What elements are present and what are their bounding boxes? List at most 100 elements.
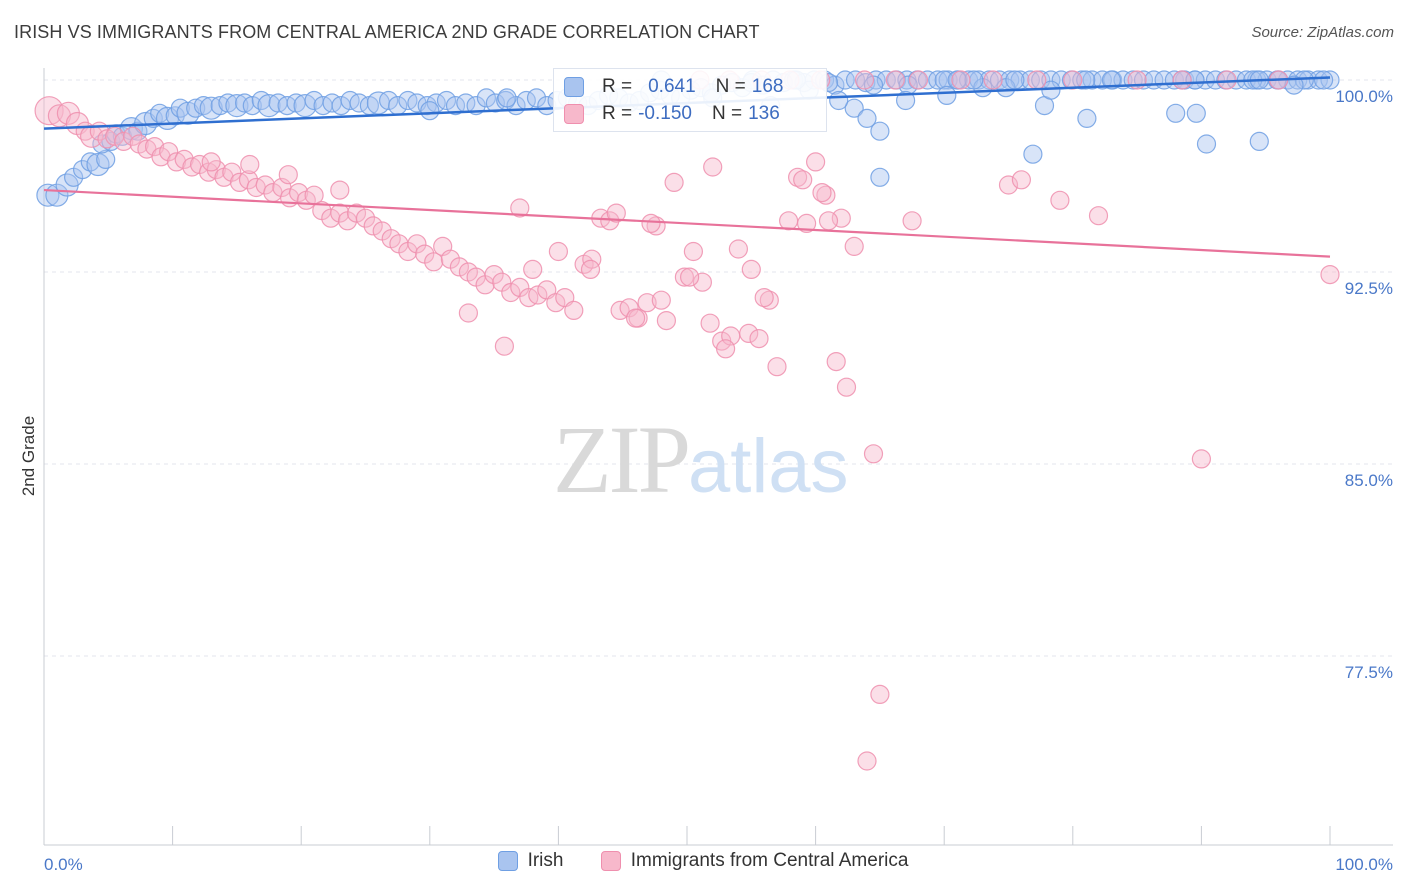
central-america-point-59 (528, 285, 548, 305)
irish-point-152 (857, 108, 877, 129)
central-america-point-131 (857, 751, 877, 771)
stats-swatch-irish (564, 77, 584, 97)
stats-swatch-central-america (564, 104, 584, 124)
central-america-point-111 (908, 70, 929, 90)
central-america-point-123 (679, 267, 700, 287)
central-america-point-36 (330, 203, 350, 223)
central-america-point-136 (548, 241, 569, 262)
irish-point-34 (293, 93, 317, 118)
central-america-point-45 (407, 234, 427, 254)
irish-point-172 (870, 167, 890, 187)
central-america-point-109 (983, 70, 1003, 90)
y-axis-title: 2nd Grade (19, 416, 38, 496)
central-america-point-93 (844, 236, 864, 256)
legend-item-irish[interactable]: Irish (497, 850, 564, 872)
central-america-point-101 (1191, 449, 1212, 469)
irish-point-58 (526, 88, 547, 108)
irish-point-145 (829, 90, 849, 111)
central-america-point-132 (818, 211, 839, 231)
central-america-point-127 (754, 288, 774, 308)
central-america-point-140 (278, 165, 298, 185)
irish-point-153 (870, 121, 890, 141)
n-label-central-america: N = (711, 103, 743, 124)
central-america-point-95 (870, 684, 890, 705)
central-america-point-47 (424, 252, 444, 272)
irish-point-151 (1041, 80, 1061, 100)
legend-swatch-central-america (600, 851, 621, 871)
stats-box: R = 0.641 N = 168 R = -0.150 N = 136 (553, 68, 827, 132)
central-america-point-56 (501, 282, 521, 303)
y-tick-label-0: 100.0% (1335, 87, 1393, 106)
central-america-point-23 (222, 162, 242, 182)
legend-item-central-america[interactable]: Immigrants from Central America (600, 850, 909, 872)
central-america-point-135 (510, 198, 530, 218)
irish-point-112 (1082, 70, 1102, 90)
central-america-point-2 (56, 101, 81, 125)
central-america-point-81 (728, 239, 749, 259)
central-america-point-128 (793, 170, 813, 190)
irish-point-155 (1005, 70, 1025, 90)
central-america-point-7 (97, 129, 117, 149)
legend-label-irish: Irish (527, 850, 564, 871)
irish-point-16 (150, 103, 170, 123)
irish-point-173 (1023, 144, 1043, 164)
central-america-point-138 (580, 259, 601, 279)
central-america-point-107 (1063, 70, 1083, 90)
irish-point-53 (476, 88, 496, 108)
central-america-point-119 (458, 303, 478, 323)
central-america-point-87 (787, 167, 808, 187)
central-america-point-63 (564, 300, 584, 320)
central-america-point-112 (885, 70, 905, 90)
irish-point-22 (193, 95, 214, 116)
legend-label-central-america: Immigrants from Central America (630, 850, 909, 871)
stats-row-central-america: R = -0.150 N = 136 (564, 101, 780, 127)
stats-row-irish: R = 0.641 N = 168 (564, 74, 783, 100)
y-tick-labels: 100.0% 92.5% 85.0% 77.5% (1335, 87, 1393, 682)
x-tick-label-min: 0.0% (44, 855, 83, 874)
central-america-point-84 (759, 290, 779, 310)
central-america-point-142 (201, 152, 221, 172)
central-america-point-77 (692, 272, 713, 292)
central-america-point-141 (240, 154, 260, 175)
irish-point-168 (895, 90, 916, 111)
irish-point-164 (1166, 103, 1186, 123)
central-america-point-91 (826, 352, 846, 372)
central-america-point-82 (739, 323, 759, 343)
central-america-point-13 (145, 137, 165, 157)
irish-point-97 (928, 70, 948, 90)
central-america-point-129 (812, 183, 832, 203)
irish-point-43 (379, 90, 399, 111)
irish-point-21 (186, 98, 206, 118)
central-america-trend-line (43, 188, 1331, 258)
axes (43, 68, 1393, 846)
central-america-point-35 (321, 208, 341, 228)
central-america-point-122 (651, 290, 671, 310)
irish-point-24 (210, 95, 230, 116)
central-america-point-71 (637, 293, 657, 313)
irish-point-135 (1320, 70, 1340, 90)
central-america-point-61 (546, 293, 566, 313)
irish-point-137 (497, 88, 517, 108)
central-america-point-85 (767, 357, 787, 377)
legend: Irish Immigrants from Central America (0, 850, 1406, 877)
irish-point-134 (1308, 70, 1329, 90)
central-america-point-39 (355, 208, 376, 228)
central-america-point-78 (703, 157, 723, 177)
irish-point-5 (80, 152, 100, 172)
y-tick-label-1: 92.5% (1345, 279, 1393, 298)
central-america-point-120 (494, 336, 514, 356)
irish-point-49 (436, 90, 457, 111)
irish-point-162 (1284, 75, 1304, 95)
central-america-point-105 (1172, 70, 1192, 90)
central-america-point-83 (749, 329, 769, 349)
central-america-points (34, 70, 1340, 771)
central-america-point-125 (715, 339, 736, 359)
central-america-point-94 (863, 444, 884, 464)
central-america-point-124 (700, 313, 720, 333)
irish-point-146 (863, 75, 884, 95)
central-america-point-50 (449, 257, 469, 277)
central-america-point-86 (778, 211, 799, 231)
x-tick-label-max: 100.0% (1335, 855, 1393, 874)
central-america-point-10 (123, 126, 143, 146)
central-america-point-9 (114, 131, 134, 151)
